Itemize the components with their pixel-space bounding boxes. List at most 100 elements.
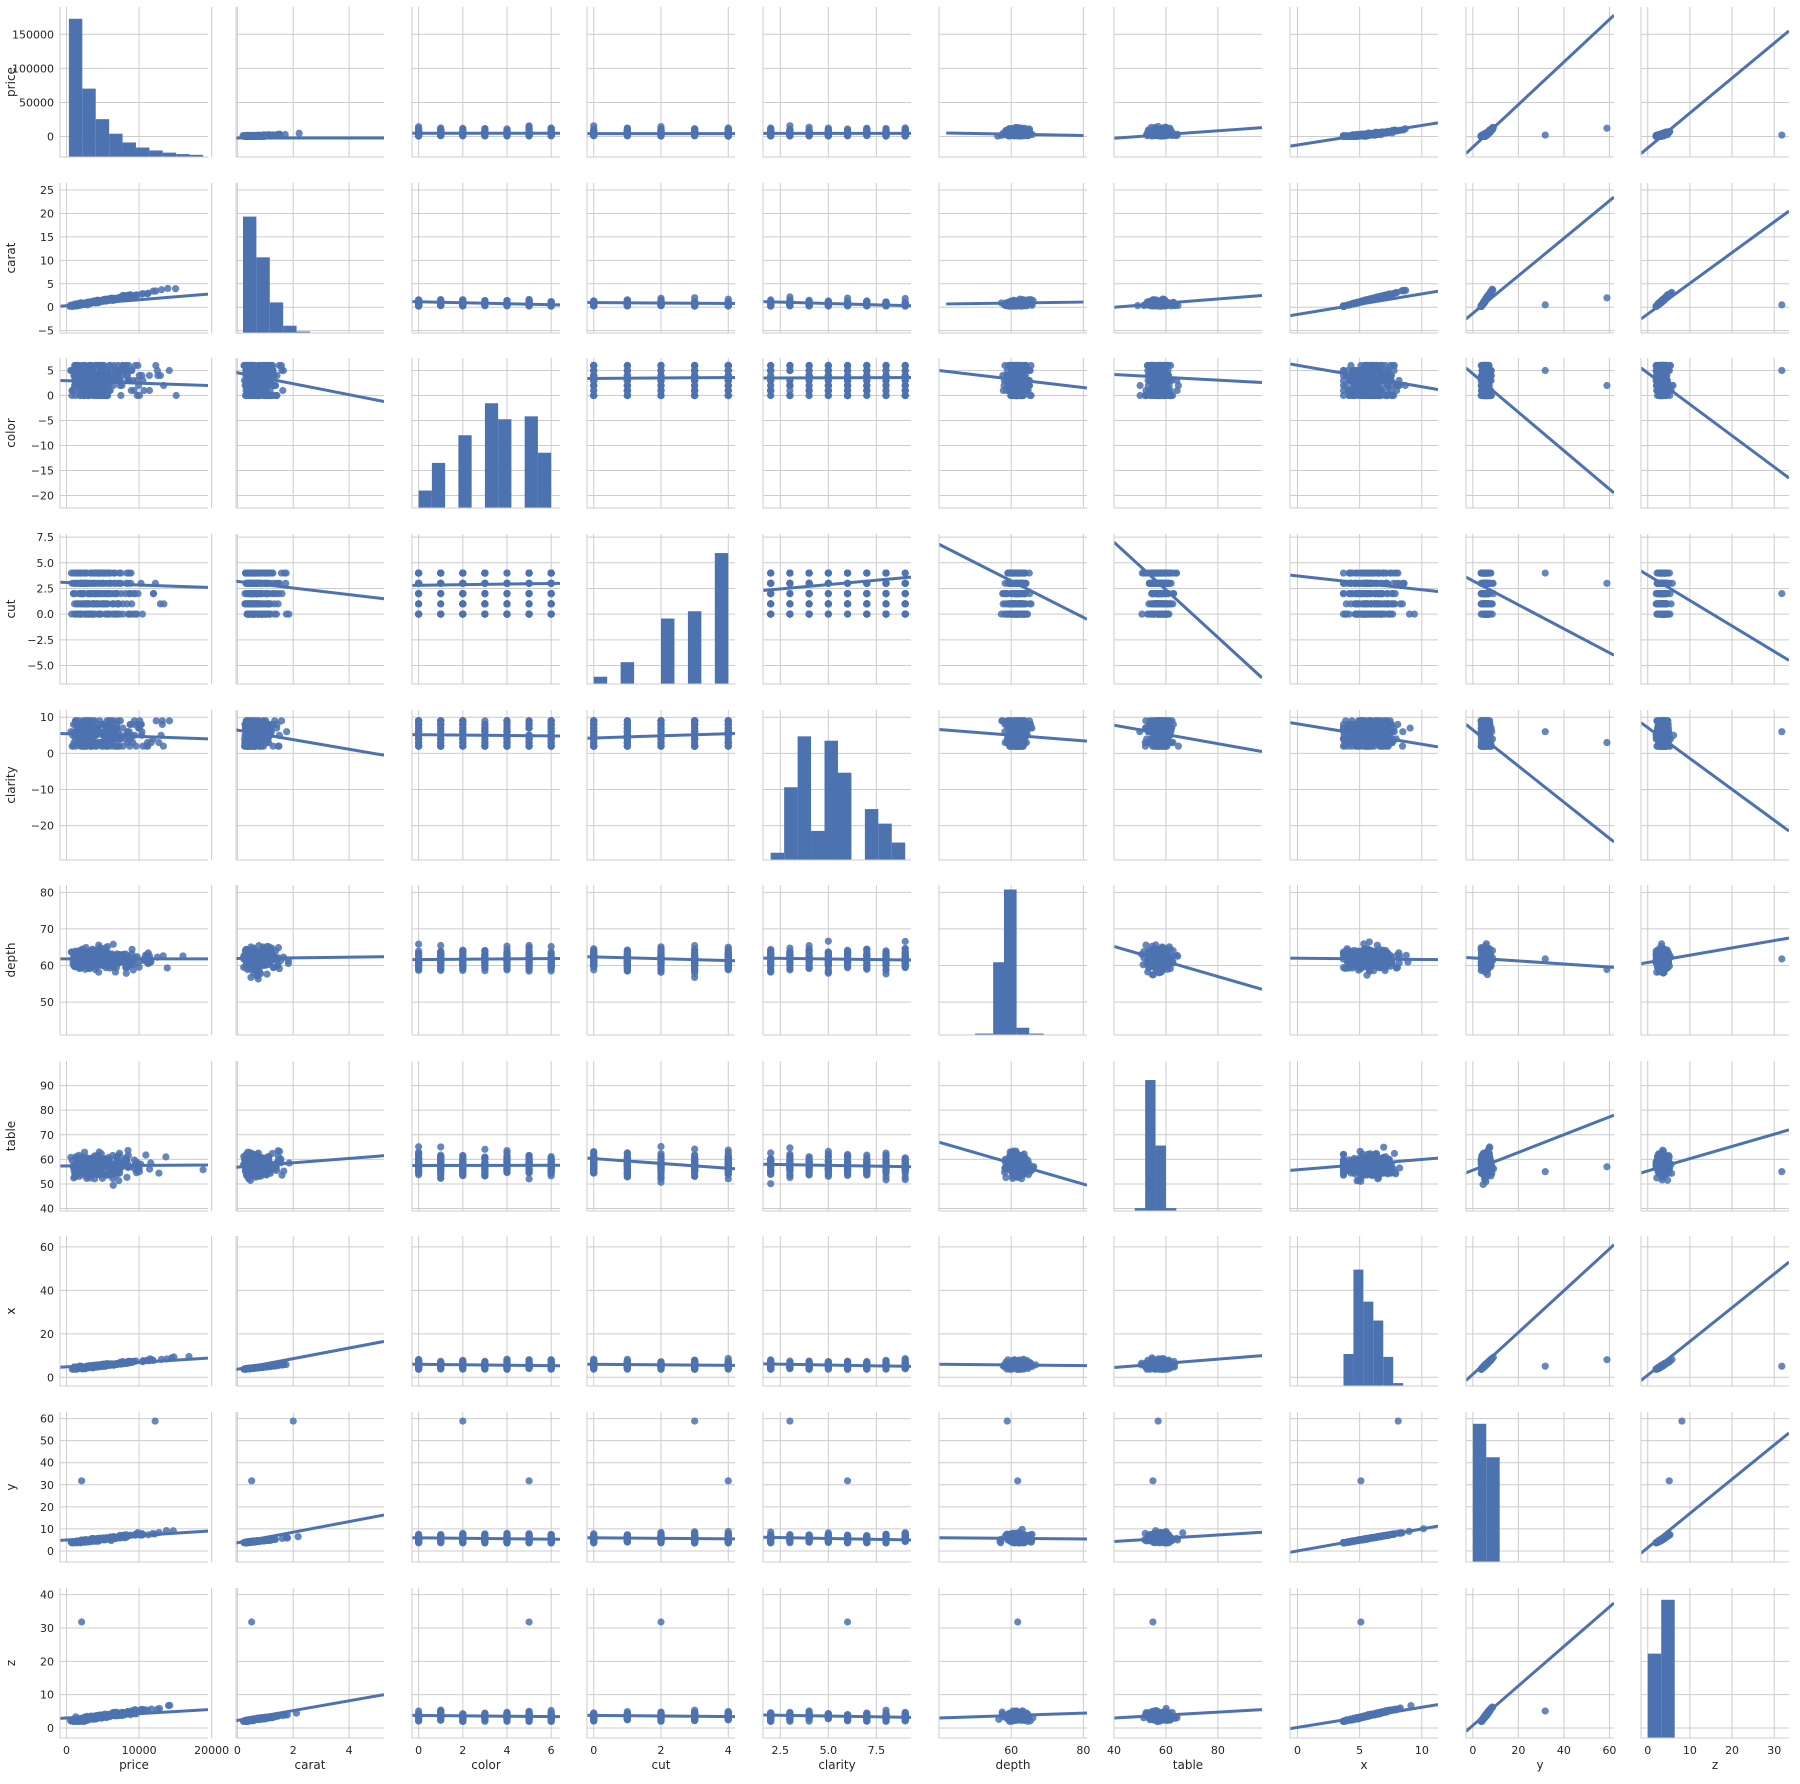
hist-bar-price-4 [122, 142, 136, 157]
outlier-point [1541, 131, 1549, 139]
hist-bar-carat-1 [256, 257, 270, 333]
hist-bar-carat-3 [283, 325, 297, 333]
panel-carat-vs-z [1640, 183, 1789, 334]
y-tick-label: 50000 [19, 96, 54, 109]
panel-price-vs-color [411, 7, 560, 158]
hist-bar-price-2 [95, 119, 110, 157]
scatter-points-price-vs-cut [587, 122, 735, 140]
panel-carat-vs-color [411, 183, 560, 334]
point [901, 124, 909, 132]
y-tick-label: 15 [40, 231, 54, 244]
point [1161, 125, 1169, 134]
scatter-points-carat-vs-depth [946, 295, 1084, 310]
outlier-point [1778, 301, 1786, 309]
hist-bar-price-7 [162, 152, 177, 157]
y-tick-label: 20 [40, 207, 54, 220]
scatter-points-carat-vs-color [412, 295, 560, 310]
hist-bar-price-5 [135, 147, 150, 157]
y-tick-label: 0 [47, 131, 54, 144]
point [152, 287, 160, 295]
panel-carat-vs-cut [586, 183, 735, 334]
scatter-points-price-vs-z [1641, 29, 1789, 155]
scatter-points-price-vs-table [1114, 122, 1262, 140]
regression-line [60, 292, 208, 308]
point [137, 290, 145, 298]
hist-bar-price-9 [189, 154, 204, 157]
regression-line [587, 301, 735, 305]
regression-line [1114, 294, 1262, 309]
panel-price-vs-z [1640, 7, 1789, 158]
point [1399, 286, 1408, 295]
scatter-points-price-vs-carat [236, 129, 384, 140]
hist-bar-price-3 [109, 133, 123, 157]
point [1385, 290, 1393, 299]
panel-carat-vs-y [1465, 183, 1614, 334]
scatter-points-price-vs-x [1290, 121, 1438, 148]
point [415, 125, 423, 133]
panel-price-vs-carat [235, 7, 384, 158]
panel-price-vs-y [1465, 7, 1614, 158]
panel-price-vs-table [1113, 7, 1262, 158]
point [143, 290, 152, 298]
point [1007, 126, 1015, 134]
point [786, 293, 794, 301]
regression-line [946, 131, 1084, 138]
y-tick-label: 5 [47, 278, 54, 291]
point [724, 125, 732, 133]
panel-carat-vs-carat [235, 183, 384, 334]
y-tick-label: 10 [40, 254, 54, 267]
regression-line [1466, 195, 1614, 321]
regression-line [1290, 121, 1438, 148]
y-axis-label-price: price [4, 67, 18, 97]
y-tick-label: 150000 [12, 28, 54, 41]
scatter-points-price-vs-clarity [763, 122, 911, 140]
hist-bar-carat-2 [269, 302, 284, 333]
panel-carat-vs-clarity [762, 183, 911, 334]
panel-carat-vs-depth [938, 183, 1087, 334]
panel-carat-vs-x [1289, 183, 1438, 334]
point [1392, 289, 1400, 297]
point [767, 124, 775, 132]
panel-price-vs-cut [586, 7, 735, 158]
point [1376, 293, 1385, 301]
y-axis-label-carat: carat [4, 242, 18, 273]
regression-line [412, 300, 560, 307]
point [116, 293, 124, 302]
hist-bar-price-1 [82, 88, 96, 157]
y-tick-label: 100000 [12, 62, 54, 75]
scatter-points-carat-vs-x [1290, 286, 1438, 318]
panel-price-vs-clarity [762, 7, 911, 158]
scatter-points-carat-vs-cut [587, 294, 735, 310]
outlier-point [1603, 294, 1611, 302]
regression-line [946, 300, 1084, 306]
regression-line [1466, 14, 1614, 155]
y-tick-label: 0 [47, 301, 54, 314]
hist-bar-carat-4 [296, 331, 310, 333]
scatter-points-price-vs-color [412, 122, 560, 140]
panel-price-vs-price: 0 50000 100000 150000 price [4, 7, 213, 158]
point [525, 122, 533, 130]
outlier-point [1603, 124, 1611, 132]
panel-price-vs-x [1289, 7, 1438, 158]
panel-price-vs-depth [938, 7, 1087, 158]
regression-line [1641, 29, 1789, 155]
hist-bar-price-6 [149, 150, 163, 157]
hist-bar-price-0 [68, 18, 83, 158]
scatter-points-carat-vs-y [1466, 195, 1614, 321]
outlier-point [1541, 301, 1549, 309]
scatter-points-color-vs-price [60, 361, 208, 400]
point [295, 129, 303, 137]
point [157, 286, 166, 294]
point [171, 285, 180, 293]
scatter-points-price-vs-y [1466, 14, 1614, 155]
y-tick-label: 25 [40, 184, 54, 197]
scatter-points-carat-vs-table [1114, 294, 1262, 310]
regression-line [1290, 289, 1438, 318]
hist-bar-price-8 [176, 154, 190, 157]
point [281, 130, 289, 139]
scatter-points-carat-vs-z [1641, 209, 1789, 321]
point [164, 284, 172, 293]
